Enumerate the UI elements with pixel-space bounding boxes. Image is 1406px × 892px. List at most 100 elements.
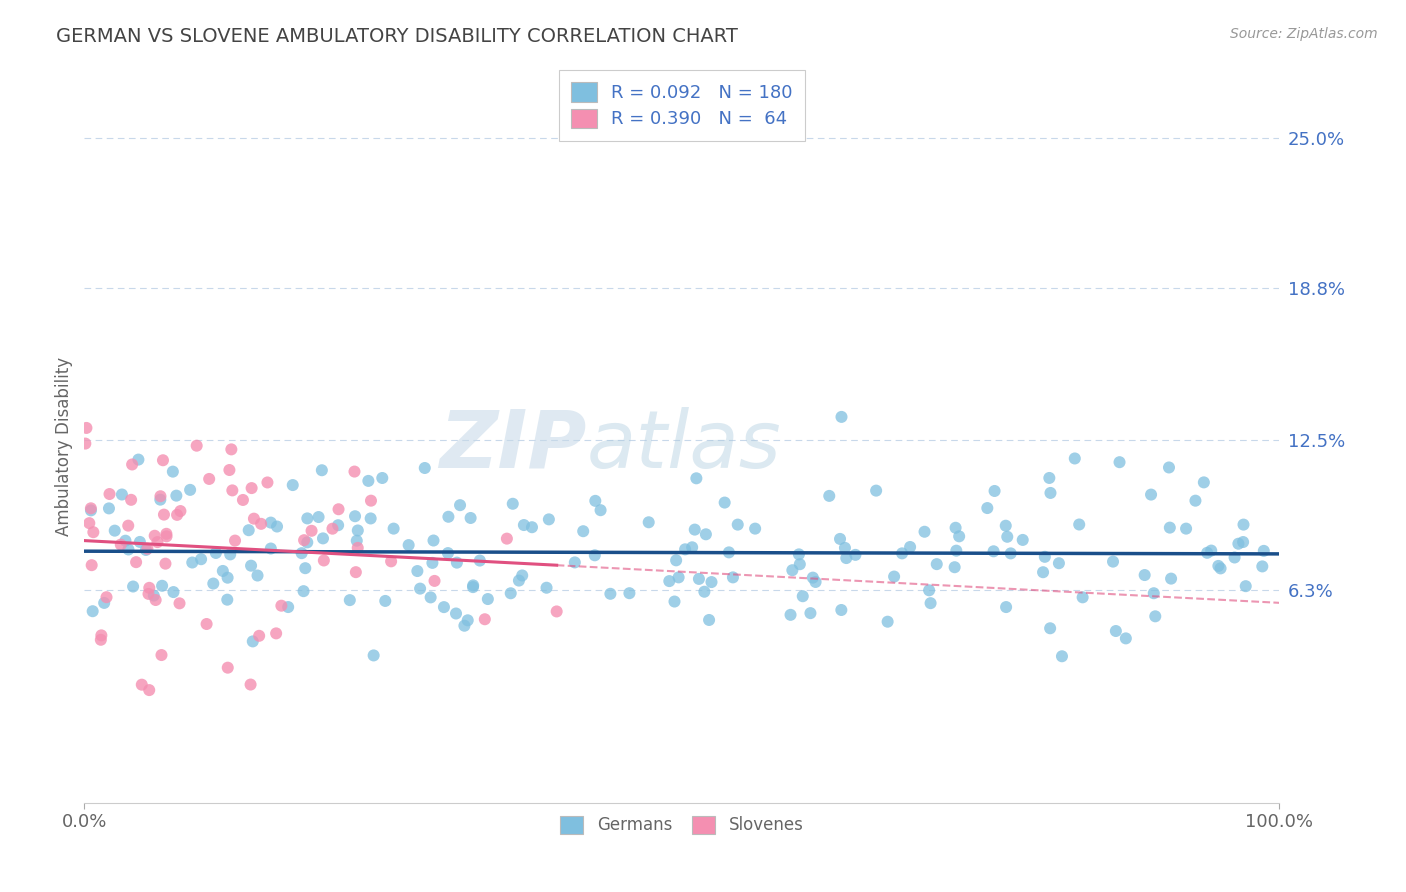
Point — [142, 589, 165, 603]
Point — [1039, 486, 1062, 500]
Text: atlas: atlas — [586, 407, 782, 485]
Point — [599, 587, 621, 601]
Point — [423, 574, 446, 588]
Point — [583, 494, 606, 508]
Point — [240, 558, 263, 573]
Point — [186, 439, 208, 453]
Point — [266, 519, 288, 533]
Point — [510, 568, 533, 582]
Point — [211, 564, 233, 578]
Point — [792, 589, 814, 603]
Point — [294, 561, 316, 575]
Point — [1063, 451, 1085, 466]
Point — [131, 678, 153, 692]
Point — [143, 529, 166, 543]
Point — [221, 483, 243, 498]
Point — [834, 541, 856, 555]
Point — [437, 509, 460, 524]
Point — [804, 574, 827, 589]
Point — [127, 452, 149, 467]
Point — [312, 553, 335, 567]
Point — [82, 604, 104, 618]
Point — [460, 511, 482, 525]
Point — [179, 483, 201, 497]
Point — [446, 556, 468, 570]
Point — [914, 524, 936, 539]
Point — [713, 495, 735, 509]
Point — [246, 568, 269, 582]
Point — [422, 533, 444, 548]
Point — [685, 471, 707, 485]
Point — [945, 543, 967, 558]
Point — [291, 546, 314, 560]
Point — [1251, 559, 1274, 574]
Point — [117, 518, 139, 533]
Point — [983, 544, 1005, 558]
Point — [477, 592, 499, 607]
Point — [111, 487, 134, 501]
Point — [371, 471, 394, 485]
Point — [1133, 568, 1156, 582]
Point — [583, 549, 606, 563]
Point — [1208, 558, 1230, 573]
Point — [830, 603, 852, 617]
Point — [1115, 632, 1137, 646]
Point — [169, 504, 191, 518]
Point — [1032, 566, 1054, 580]
Point — [250, 516, 273, 531]
Point — [508, 574, 530, 588]
Point — [97, 501, 120, 516]
Point — [1159, 521, 1181, 535]
Point — [1253, 544, 1275, 558]
Y-axis label: Ambulatory Disability: Ambulatory Disability — [55, 357, 73, 535]
Point — [976, 501, 998, 516]
Point — [217, 661, 239, 675]
Point — [238, 523, 260, 537]
Point — [546, 604, 568, 618]
Point — [297, 535, 319, 549]
Point — [360, 511, 382, 525]
Point — [125, 555, 148, 569]
Point — [380, 554, 402, 568]
Point — [1105, 624, 1128, 638]
Point — [75, 421, 97, 435]
Point — [876, 615, 898, 629]
Point — [536, 581, 558, 595]
Point — [346, 524, 368, 538]
Point — [453, 618, 475, 632]
Point — [799, 606, 821, 620]
Point — [673, 542, 696, 557]
Point — [668, 570, 690, 584]
Point — [135, 543, 157, 558]
Point — [831, 409, 853, 424]
Point — [1143, 586, 1166, 600]
Point — [1192, 475, 1215, 490]
Point — [152, 453, 174, 467]
Legend: Germans, Slovenes: Germans, Slovenes — [550, 805, 814, 845]
Point — [865, 483, 887, 498]
Point — [413, 461, 436, 475]
Point — [328, 502, 350, 516]
Point — [93, 596, 115, 610]
Point — [496, 532, 519, 546]
Point — [1038, 471, 1060, 485]
Point — [564, 556, 586, 570]
Point — [995, 530, 1018, 544]
Point — [898, 540, 921, 554]
Point — [205, 546, 228, 560]
Point — [292, 533, 315, 548]
Point — [658, 574, 681, 588]
Point — [281, 478, 304, 492]
Point — [128, 535, 150, 549]
Point — [502, 497, 524, 511]
Point — [1140, 487, 1163, 501]
Point — [110, 538, 132, 552]
Point — [398, 538, 420, 552]
Point — [155, 557, 177, 571]
Point — [80, 503, 103, 517]
Point — [240, 481, 263, 495]
Point — [297, 511, 319, 525]
Point — [374, 594, 396, 608]
Point — [721, 570, 744, 584]
Point — [499, 586, 522, 600]
